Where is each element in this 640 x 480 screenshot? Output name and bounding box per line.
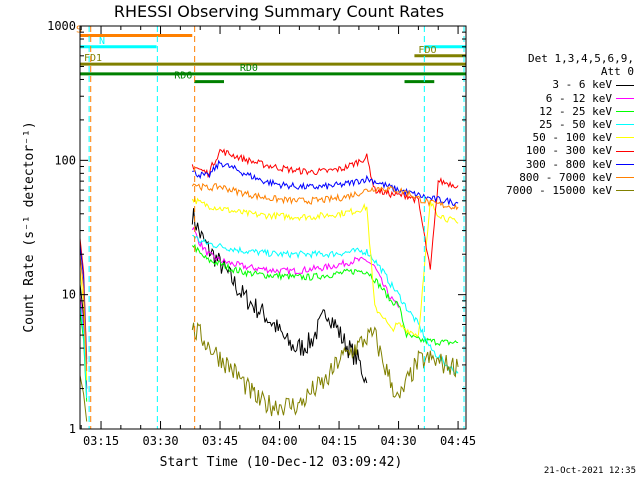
chart-title: RHESSI Observing Summary Count Rates	[114, 2, 444, 21]
legend-header-attenuator: Att 0	[600, 65, 634, 79]
y-axis-label: Count Rate (s⁻¹ detector⁻¹)	[22, 121, 37, 332]
status-label-s: S	[76, 24, 82, 35]
series-early-8	[79, 375, 88, 422]
chart-legend: Det 1,3,4,5,6,9, Att 0 3 - 6 keV 6 - 12 k…	[506, 52, 634, 197]
y-tick-label-1: 10	[62, 288, 76, 302]
legend-swatch	[616, 97, 634, 99]
x-axis-label: Start Time (10-Dec-12 03:09:42)	[160, 455, 403, 470]
legend-entry: 3 - 6 keV	[506, 78, 634, 91]
legend-entry: 6 - 12 keV	[506, 92, 634, 105]
legend-swatch	[616, 176, 634, 178]
series-line-7000-15000-	[191, 321, 459, 417]
series-line-3-6-	[191, 208, 368, 384]
x-tick-label-0: 03:15	[83, 434, 119, 448]
legend-label: 800 - 7000 keV	[519, 170, 612, 184]
legend-label: 12 - 25 keV	[539, 104, 612, 118]
series-line-12-25-	[191, 243, 459, 347]
legend-swatch	[616, 124, 634, 126]
legend-swatch	[616, 150, 634, 152]
x-tick-label-4: 04:15	[321, 434, 357, 448]
legend-entry: 100 - 300 keV	[506, 144, 634, 157]
legend-label: 25 - 50 keV	[539, 118, 612, 132]
legend-entry: 25 - 50 keV	[506, 118, 634, 131]
x-tick-label-2: 03:45	[202, 434, 238, 448]
legend-swatch	[616, 163, 634, 165]
series-early-3	[79, 302, 88, 399]
x-tick-label-6: 04:45	[440, 434, 476, 448]
legend-entry: 12 - 25 keV	[506, 105, 634, 118]
legend-label: 6 - 12 keV	[545, 91, 612, 105]
series-line-100-300-	[191, 148, 459, 270]
x-tick-label-5: 04:30	[380, 434, 416, 448]
legend-header-detectors: Det 1,3,4,5,6,9,	[528, 52, 634, 65]
series-line-25-50-	[192, 234, 459, 376]
legend-label: 300 - 800 keV	[525, 157, 612, 171]
legend-swatch	[616, 190, 634, 192]
plot-frame	[79, 25, 467, 430]
legend-entry: 800 - 7000 keV	[506, 171, 634, 184]
x-tick-label-1: 03:30	[142, 434, 178, 448]
status-label-rd6: RD6	[174, 71, 192, 82]
status-label-rd0: RD0	[240, 63, 258, 74]
legend-label: 100 - 300 keV	[525, 144, 612, 158]
generated-timestamp: 21-Oct-2021 12:35	[543, 466, 636, 476]
legend-swatch	[616, 84, 634, 86]
legend-entry: 7000 - 15000 keV	[506, 184, 634, 197]
series-early-7	[79, 255, 88, 372]
status-label-fdo: FDO	[418, 45, 436, 56]
legend-entry: 300 - 800 keV	[506, 158, 634, 171]
y-tick-label-3: 1000	[47, 19, 76, 33]
legend-label: 50 - 100 keV	[532, 131, 612, 145]
y-tick-label-2: 100	[54, 153, 76, 167]
status-label-fd1: FD1	[84, 53, 102, 64]
y-tick-label-0: 1	[69, 422, 76, 436]
status-label-n: N	[99, 36, 105, 47]
legend-entry: 50 - 100 keV	[506, 131, 634, 144]
legend-swatch	[616, 110, 634, 112]
legend-label: 7000 - 15000 keV	[506, 184, 612, 198]
x-tick-label-3: 04:00	[261, 434, 297, 448]
legend-label: 3 - 6 keV	[552, 78, 612, 92]
series-line-300-800-	[192, 159, 459, 207]
series-line-800-7000-	[191, 182, 459, 211]
series-line-50-100-	[191, 195, 459, 338]
series-line-6-12-	[191, 226, 400, 308]
legend-swatch	[616, 137, 634, 139]
